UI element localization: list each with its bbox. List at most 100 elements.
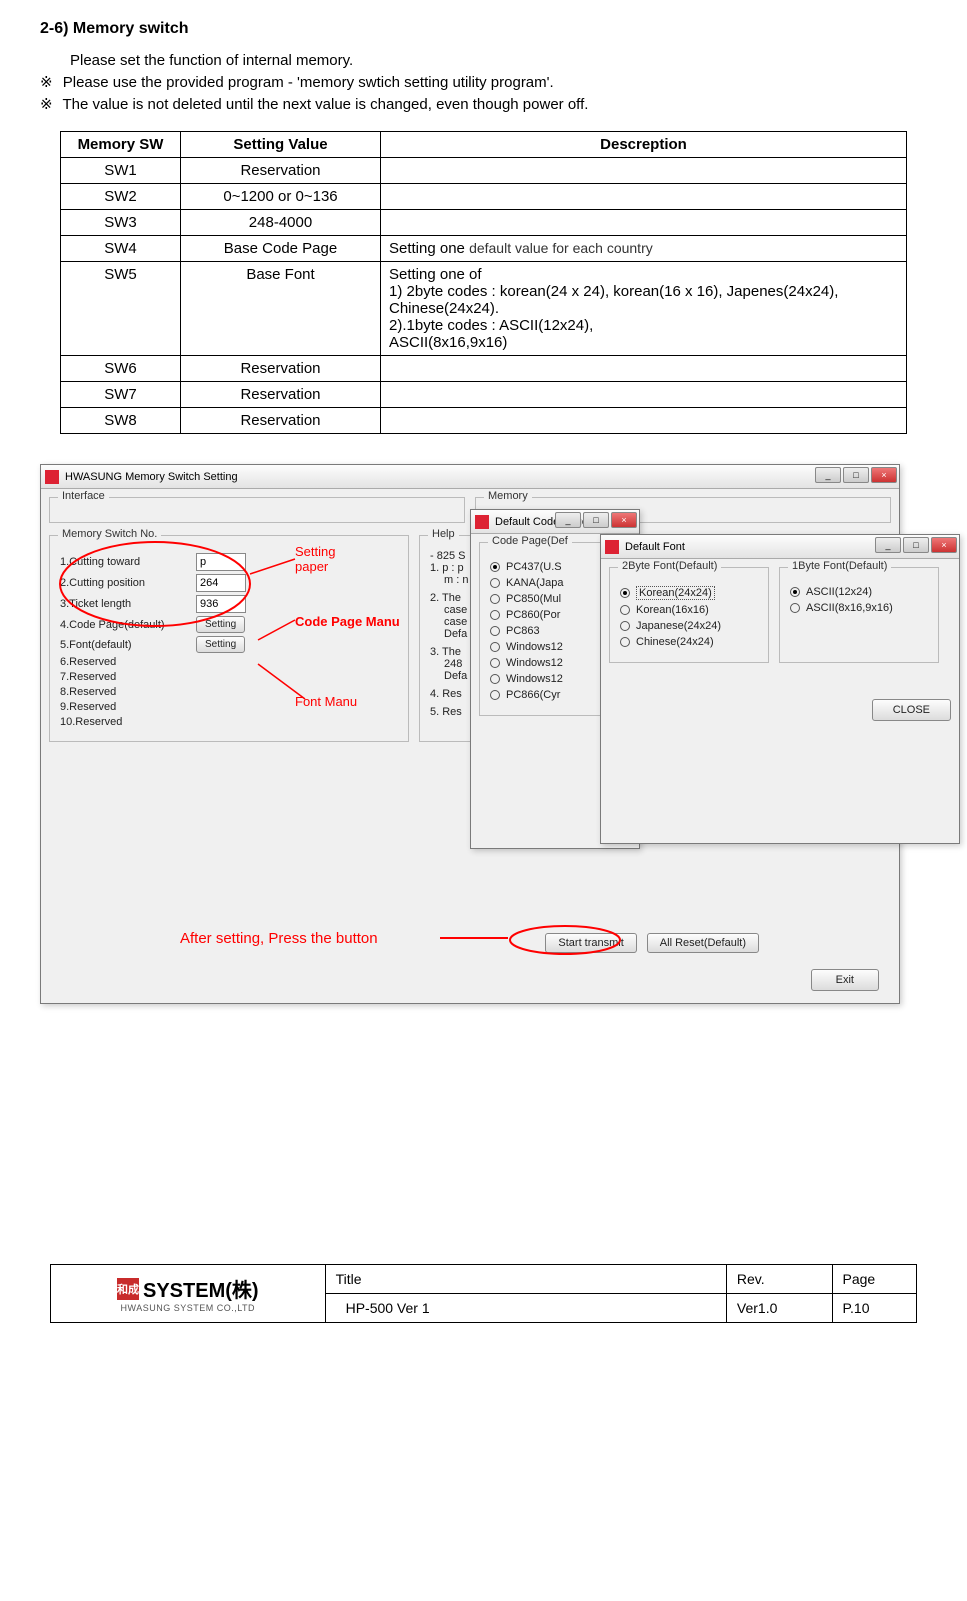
- table-cell: SW4: [61, 236, 181, 262]
- msw-label: 10.Reserved: [60, 716, 190, 728]
- table-cell: Base Font: [181, 262, 381, 356]
- msw-label: 9.Reserved: [60, 701, 190, 713]
- msw-row-2: 2.Cutting position: [60, 574, 398, 592]
- msw-label: 3.Ticket length: [60, 598, 190, 610]
- ticket-length-input[interactable]: [196, 595, 246, 613]
- table-header: Descreption: [381, 132, 907, 158]
- memory-switch-table: Memory SW Setting Value Descreption SW1R…: [60, 131, 907, 434]
- maximize-button[interactable]: □: [903, 537, 929, 553]
- table-cell: [381, 210, 907, 236]
- app-icon: [605, 540, 619, 554]
- font-close-button[interactable]: CLOSE: [872, 699, 951, 721]
- table-cell: Reservation: [181, 158, 381, 184]
- bullet-1-text: Please use the provided program - 'memor…: [63, 74, 554, 91]
- table-cell: SW1: [61, 158, 181, 184]
- msw-label: 5.Font(default): [60, 639, 190, 651]
- table-row: SW20~1200 or 0~136: [61, 184, 907, 210]
- table-cell: [381, 158, 907, 184]
- font-1byte-option[interactable]: ASCII(8x16,9x16): [790, 602, 928, 614]
- font-window: Default Font _ □ × Korean(24x24) Korean(1…: [600, 534, 960, 844]
- bullet-1: ※ Please use the provided program - 'mem…: [40, 73, 927, 91]
- msw-row-1: 1.Cutting toward: [60, 553, 398, 571]
- table-row: SW7Reservation: [61, 382, 907, 408]
- close-button[interactable]: ×: [871, 467, 897, 483]
- table-cell: Reservation: [181, 356, 381, 382]
- close-button[interactable]: ×: [931, 537, 957, 553]
- table-cell: SW2: [61, 184, 181, 210]
- msw-label: 7.Reserved: [60, 671, 190, 683]
- section-title: 2-6) Memory switch: [40, 20, 927, 38]
- table-row: SW5Base FontSetting one of 1) 2byte code…: [61, 262, 907, 356]
- footer: 和成 SYSTEM(株) HWASUNG SYSTEM CO.,LTD Titl…: [40, 1264, 927, 1323]
- font-1byte-group: ASCII(12x24) ASCII(8x16,9x16): [779, 567, 939, 663]
- msw-label: 6.Reserved: [60, 656, 190, 668]
- table-cell: [381, 356, 907, 382]
- table-cell: SW7: [61, 382, 181, 408]
- table-cell: [381, 382, 907, 408]
- cutting-toward-input[interactable]: [196, 553, 246, 571]
- bullet-symbol: ※: [40, 96, 53, 113]
- logo-subtext: HWASUNG SYSTEM CO.,LTD: [61, 1303, 315, 1313]
- table-cell: [381, 184, 907, 210]
- footer-page-label: Page: [832, 1265, 917, 1294]
- logo-text: SYSTEM(株): [143, 1274, 259, 1303]
- table-cell: Reservation: [181, 408, 381, 434]
- msw-row-3: 3.Ticket length: [60, 595, 398, 613]
- table-cell: Setting one of 1) 2byte codes : korean(2…: [381, 262, 907, 356]
- table-header: Memory SW: [61, 132, 181, 158]
- table-cell: [381, 408, 907, 434]
- table-cell: 0~1200 or 0~136: [181, 184, 381, 210]
- all-reset-button[interactable]: All Reset(Default): [647, 933, 759, 953]
- codepage-setting-button[interactable]: Setting: [196, 616, 245, 633]
- memory-switch-group: 1.Cutting toward 2.Cutting position 3.Ti…: [49, 535, 409, 742]
- table-row: SW6Reservation: [61, 356, 907, 382]
- table-cell: SW6: [61, 356, 181, 382]
- maximize-button[interactable]: □: [843, 467, 869, 483]
- footer-logo-cell: 和成 SYSTEM(株) HWASUNG SYSTEM CO.,LTD: [51, 1265, 326, 1323]
- bullet-2: ※ The value is not deleted until the nex…: [40, 95, 927, 113]
- font-title: Default Font: [625, 541, 685, 553]
- table-cell: Base Code Page: [181, 236, 381, 262]
- table-row: SW3248-4000: [61, 210, 907, 236]
- maximize-button[interactable]: □: [583, 512, 609, 528]
- logo-icon: 和成: [117, 1278, 139, 1300]
- exit-button[interactable]: Exit: [811, 969, 879, 991]
- start-transmit-button[interactable]: Start transmit: [545, 933, 636, 953]
- cutting-position-input[interactable]: [196, 574, 246, 592]
- font-2byte-option[interactable]: Korean(16x16): [620, 604, 758, 616]
- table-cell: Reservation: [181, 382, 381, 408]
- codepage-titlebar: Default Code Page _ □ ×: [471, 510, 639, 534]
- msw-row-5: 5.Font(default) Setting: [60, 636, 398, 653]
- font-2byte-option[interactable]: Japanese(24x24): [620, 620, 758, 632]
- footer-title-value: HP-500 Ver 1: [325, 1294, 726, 1323]
- font-2byte-option[interactable]: Korean(24x24): [620, 586, 758, 600]
- font-setting-button[interactable]: Setting: [196, 636, 245, 653]
- intro-text: Please set the function of internal memo…: [70, 52, 927, 69]
- screenshot-area: HWASUNG Memory Switch Setting _ □ × 1.Cu…: [40, 464, 920, 1024]
- table-row: SW4Base Code PageSetting one default val…: [61, 236, 907, 262]
- table-cell: SW3: [61, 210, 181, 236]
- table-cell: SW5: [61, 262, 181, 356]
- font-titlebar: Default Font _ □ ×: [601, 535, 959, 559]
- font-2byte-option[interactable]: Chinese(24x24): [620, 636, 758, 648]
- interface-group: [49, 497, 465, 523]
- table-cell: 248-4000: [181, 210, 381, 236]
- msw-label: 8.Reserved: [60, 686, 190, 698]
- minimize-button[interactable]: _: [555, 512, 581, 528]
- msw-row-4: 4.Code Page(default) Setting: [60, 616, 398, 633]
- footer-page-value: P.10: [832, 1294, 917, 1323]
- close-button[interactable]: ×: [611, 512, 637, 528]
- font-2byte-group: Korean(24x24) Korean(16x16) Japanese(24x24…: [609, 567, 769, 663]
- table-cell: Setting one default value for each count…: [381, 236, 907, 262]
- main-title: HWASUNG Memory Switch Setting: [65, 471, 238, 483]
- bullet-2-text: The value is not deleted until the next …: [62, 96, 588, 113]
- minimize-button[interactable]: _: [815, 467, 841, 483]
- msw-label: 1.Cutting toward: [60, 556, 190, 568]
- bullet-symbol: ※: [40, 74, 53, 91]
- font-1byte-option[interactable]: ASCII(12x24): [790, 586, 928, 598]
- app-icon: [45, 470, 59, 484]
- minimize-button[interactable]: _: [875, 537, 901, 553]
- table-row: SW8Reservation: [61, 408, 907, 434]
- app-icon: [475, 515, 489, 529]
- footer-rev-label: Rev.: [726, 1265, 832, 1294]
